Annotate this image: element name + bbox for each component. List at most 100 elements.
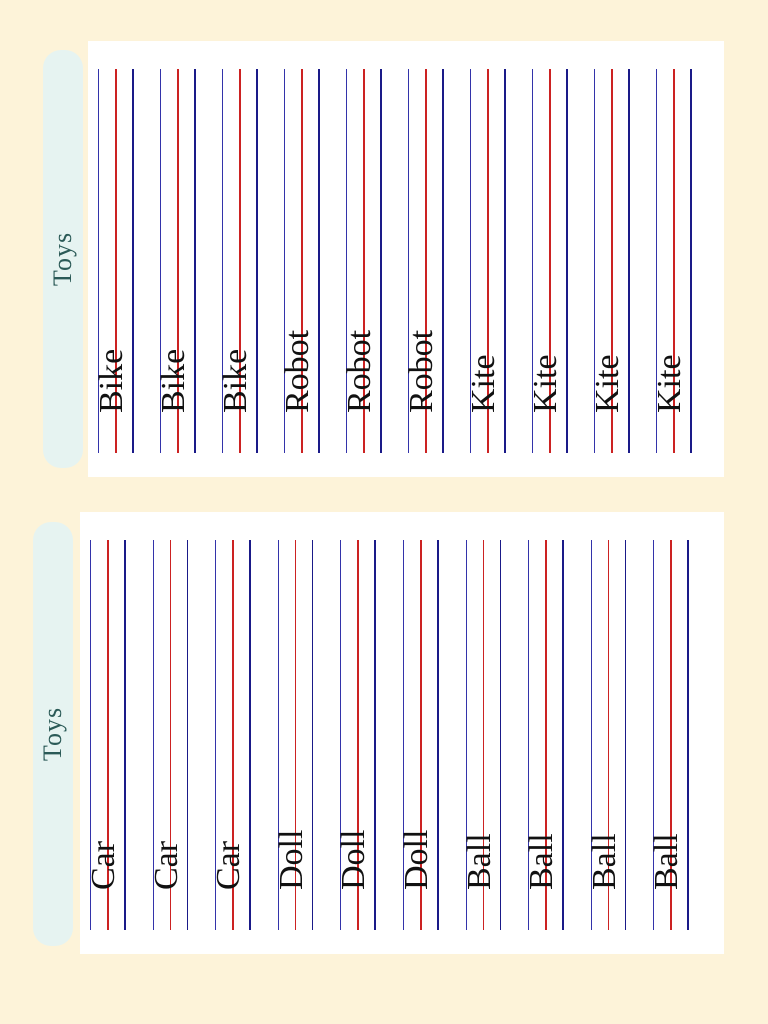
guide-line-mid — [487, 69, 489, 453]
guide-line-bot — [132, 69, 134, 453]
handwriting-row: Bike — [93, 41, 134, 477]
guide-line-bot — [194, 69, 196, 453]
handwriting-row: Doll — [272, 512, 314, 954]
guide-line-top — [470, 69, 471, 453]
guide-line-top — [653, 540, 655, 930]
handwriting-row: Doll — [398, 512, 439, 954]
trace-word-text: Kite — [589, 354, 626, 413]
guide-line-mid — [232, 540, 234, 930]
guide-line-bot — [442, 69, 444, 453]
guide-line-top — [215, 540, 217, 930]
handwriting-row: Bike — [155, 41, 196, 477]
guide-line-bot — [311, 540, 314, 930]
guide-line-bot — [249, 540, 251, 930]
guide-line-mid — [607, 540, 610, 930]
guide-line-bot — [380, 69, 382, 453]
trace-word-text: Robot — [341, 329, 378, 413]
trace-word-text: Kite — [651, 354, 688, 413]
guide-line-mid — [482, 540, 485, 930]
handwriting-row: Kite — [465, 41, 506, 477]
guide-line-bot — [504, 69, 506, 453]
handwriting-row: Car — [210, 512, 251, 954]
handwriting-row: Robot — [341, 41, 382, 477]
guide-line-top — [160, 69, 161, 453]
guide-line-mid — [549, 69, 551, 453]
trace-word-text: Car — [147, 840, 185, 890]
guide-line-top — [590, 540, 592, 930]
trace-word-text: Doll — [335, 829, 373, 890]
guide-line-bot — [628, 69, 630, 453]
handwriting-row: Robot — [403, 41, 444, 477]
guide-line-top — [152, 540, 154, 930]
guide-line-mid — [301, 69, 303, 453]
guide-line-bot — [562, 540, 564, 930]
trace-word-text: Ball — [460, 833, 498, 890]
guide-line-mid — [177, 69, 179, 453]
handwriting-row: Car — [85, 512, 126, 954]
trace-word-text: Doll — [272, 829, 310, 890]
trace-word-text: Robot — [403, 329, 440, 413]
guide-line-mid — [363, 69, 365, 453]
guide-line-mid — [673, 69, 675, 453]
guide-line-top — [528, 540, 530, 930]
trace-word-text: Ball — [523, 833, 561, 890]
handwriting-row: Kite — [651, 41, 692, 477]
guide-line-bot — [566, 69, 568, 453]
guide-line-top — [594, 69, 595, 453]
guide-line-mid — [115, 69, 117, 453]
guide-line-mid — [611, 69, 613, 453]
section-2-sheet: Car Car Car Doll Doll Doll Ball Ball Ball Ball — [80, 512, 724, 954]
trace-word-text: Bike — [93, 348, 130, 413]
guide-line-bot — [318, 69, 320, 453]
section-1-sheet: Bike Bike Bike Robot Robot Robot Kite Kite Kite K… — [88, 41, 724, 477]
handwriting-row: Doll — [335, 512, 376, 954]
handwriting-row: Kite — [589, 41, 630, 477]
guide-line-bot — [256, 69, 258, 453]
section-2-tab: Toys — [33, 522, 73, 946]
trace-word-text: Bike — [155, 348, 192, 413]
trace-word-text: Ball — [585, 833, 623, 890]
guide-line-top — [222, 69, 223, 453]
guide-line-top — [532, 69, 533, 453]
guide-line-bot — [499, 540, 502, 930]
trace-word-text: Kite — [465, 354, 502, 413]
handwriting-row: Ball — [585, 512, 627, 954]
guide-line-bot — [624, 540, 627, 930]
guide-line-top — [277, 540, 279, 930]
guide-line-top — [90, 540, 91, 930]
guide-line-mid — [357, 540, 359, 930]
guide-line-mid — [545, 540, 547, 930]
handwriting-row: Ball — [523, 512, 564, 954]
guide-line-top — [98, 69, 99, 453]
guide-line-bot — [124, 540, 126, 930]
guide-line-top — [408, 69, 409, 453]
trace-word-text: Bike — [217, 348, 254, 413]
trace-word-text: Ball — [648, 833, 686, 890]
guide-line-mid — [420, 540, 422, 930]
section-1-tab: Toys — [43, 50, 83, 468]
trace-word-text: Kite — [527, 354, 564, 413]
handwriting-row: Kite — [527, 41, 568, 477]
guide-line-top — [346, 69, 347, 453]
handwriting-row: Robot — [279, 41, 320, 477]
guide-line-mid — [425, 69, 427, 453]
guide-line-mid — [107, 540, 109, 930]
guide-line-top — [284, 69, 285, 453]
trace-word-text: Robot — [279, 329, 316, 413]
guide-line-top — [656, 69, 657, 453]
guide-line-mid — [239, 69, 241, 453]
guide-line-bot — [374, 540, 376, 930]
guide-line-bot — [690, 69, 692, 453]
handwriting-row: Ball — [648, 512, 689, 954]
guide-line-top — [340, 540, 342, 930]
trace-word-text: Car — [210, 840, 248, 890]
guide-line-top — [465, 540, 467, 930]
guide-line-top — [403, 540, 404, 930]
section-2-tab-label: Toys — [38, 706, 67, 762]
guide-line-bot — [687, 540, 689, 930]
trace-word-text: Car — [85, 840, 122, 890]
section-1-tab-label: Toys — [48, 231, 77, 287]
handwriting-row: Bike — [217, 41, 258, 477]
guide-line-bot — [437, 540, 439, 930]
handwriting-row: Ball — [460, 512, 502, 954]
